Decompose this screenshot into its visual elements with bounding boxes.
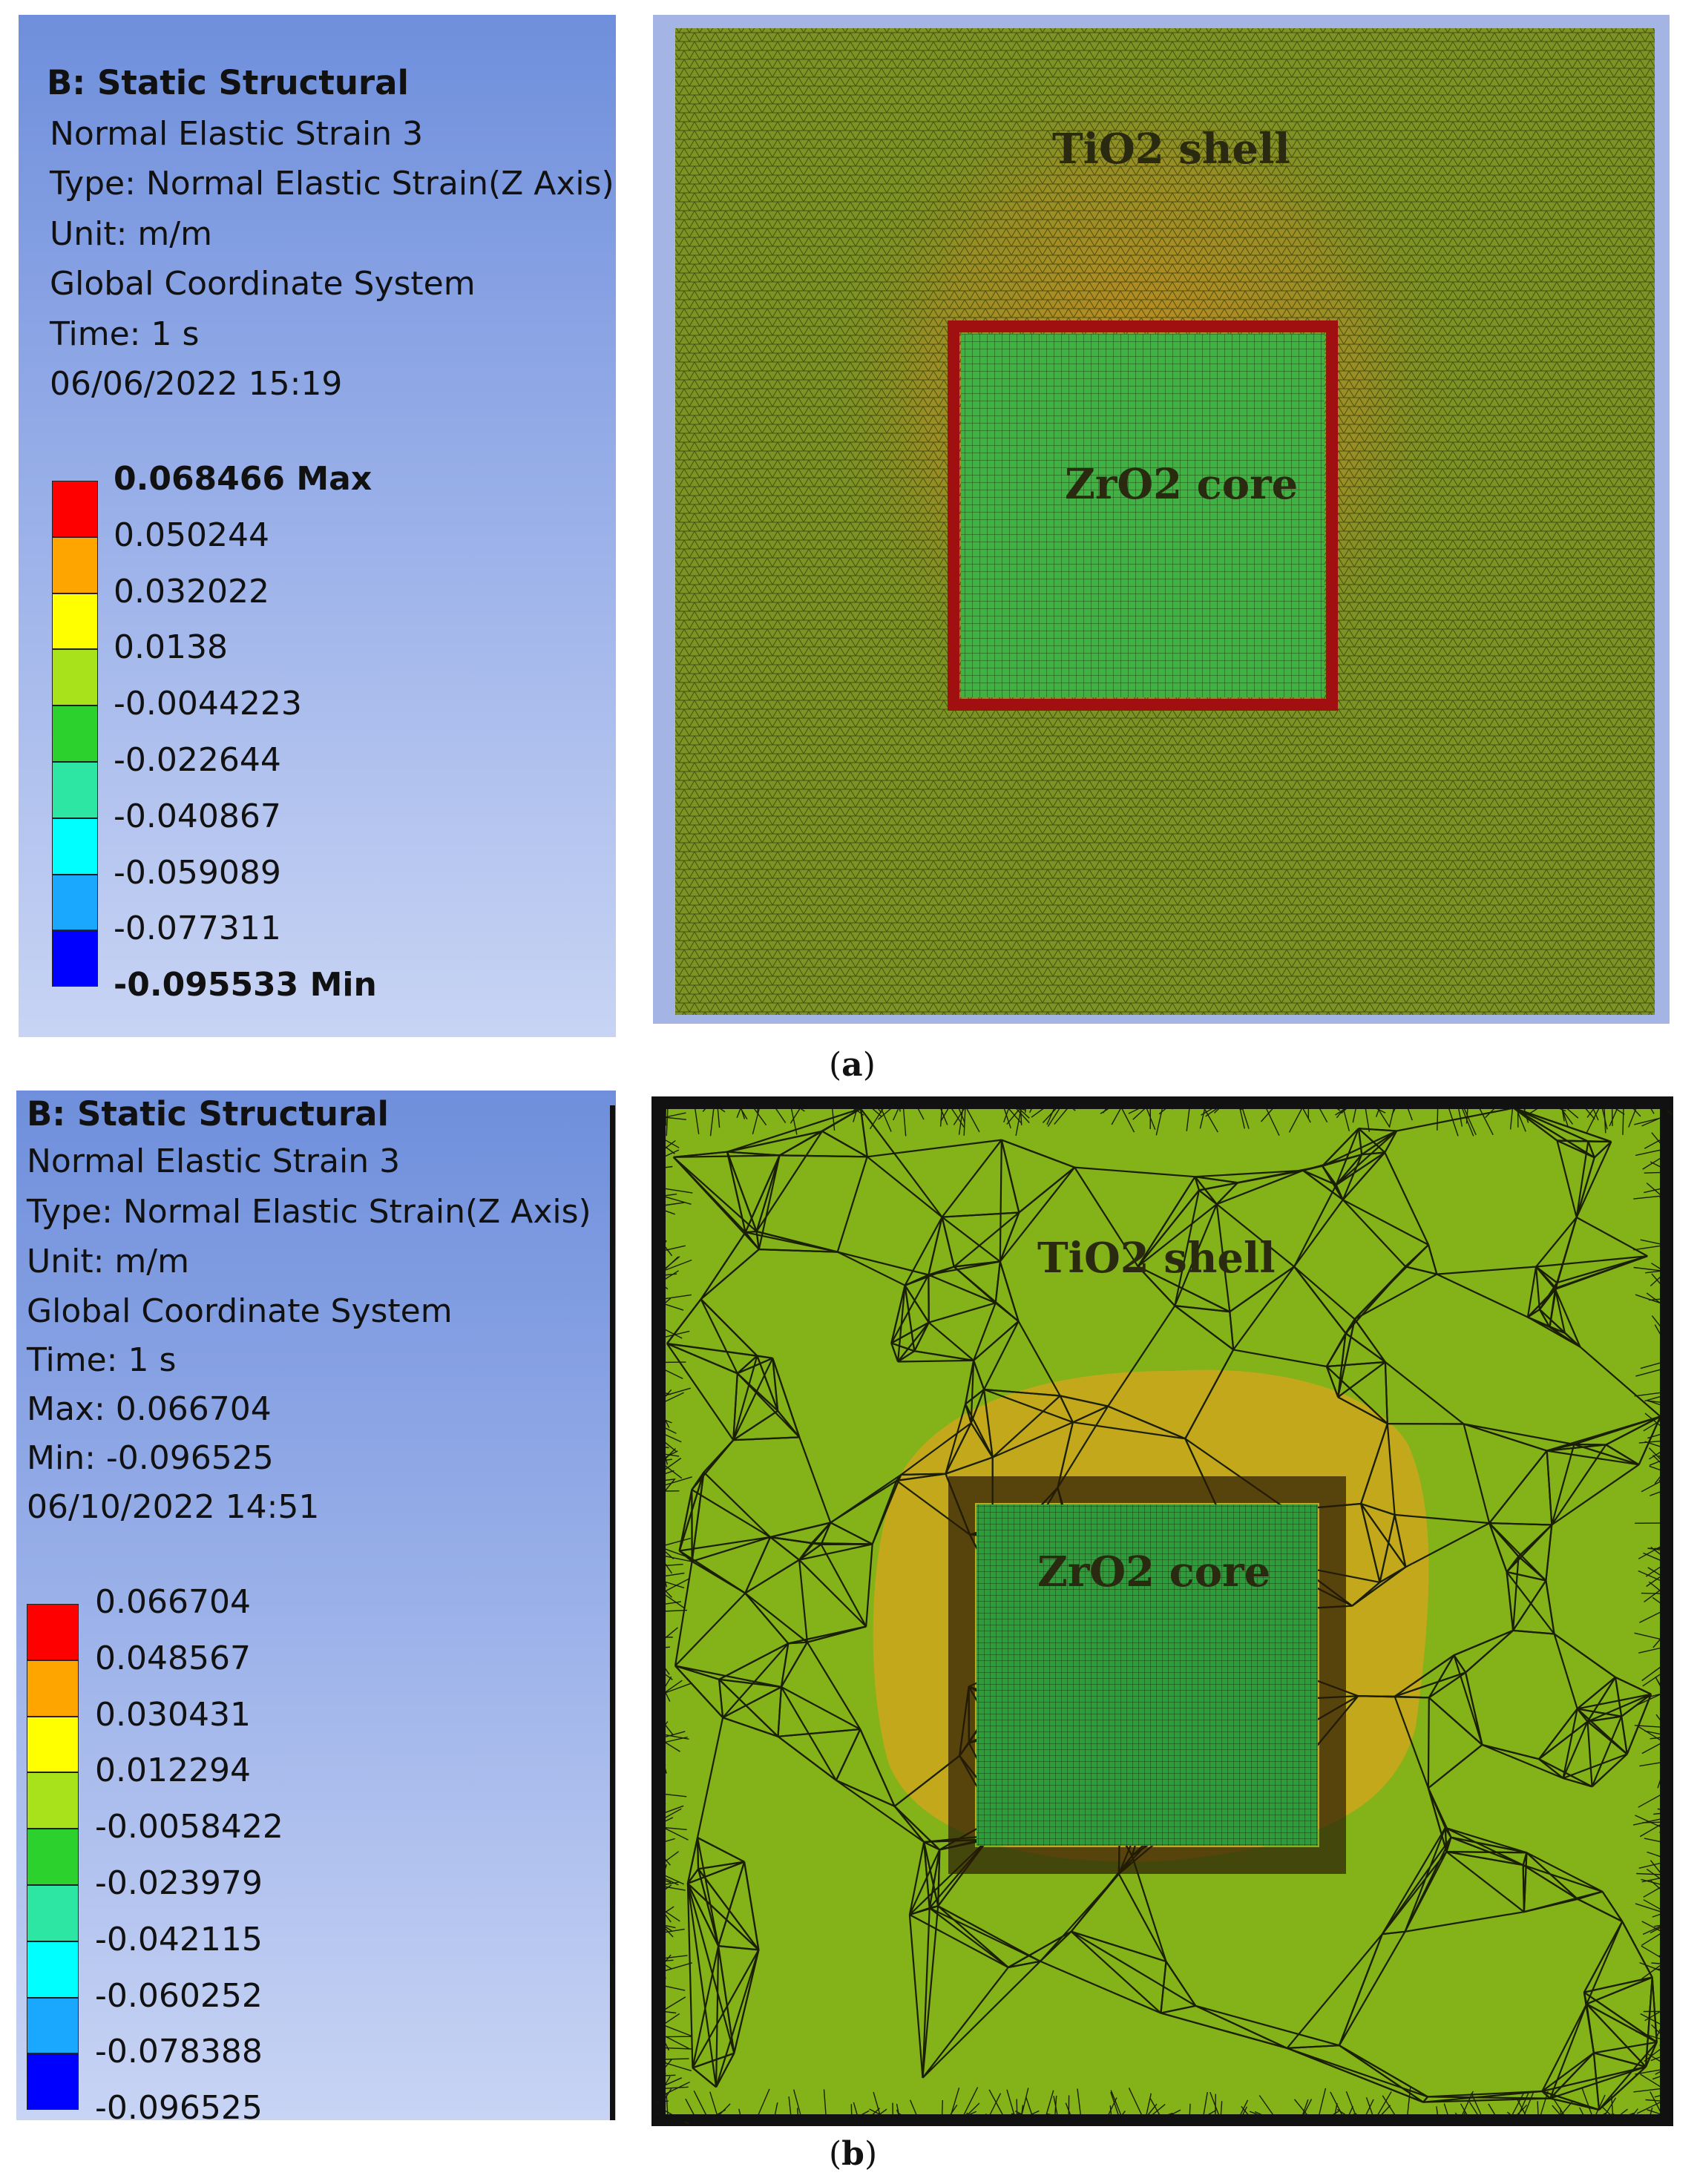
scale-swatch: [52, 874, 98, 931]
scale-tick-label: -0.095533 Min: [114, 966, 377, 1004]
scale-tick-label: 0.012294: [95, 1752, 251, 1790]
scale-tick-label: -0.042115: [95, 1920, 263, 1958]
scale-swatch: [52, 481, 98, 537]
max-value-b: Max: 0.066704: [27, 1390, 272, 1428]
scale-swatch: [52, 593, 98, 650]
date-b: 06/10/2022 14:51: [27, 1488, 320, 1526]
scale-tick-label: 0.048567: [95, 1639, 251, 1677]
coordinate-system-a: Global Coordinate System: [50, 265, 476, 303]
scale-tick-label: -0.060252: [95, 1976, 263, 2015]
scale-tick-label: -0.077311: [114, 910, 281, 948]
unit-b: Unit: m/m: [27, 1243, 189, 1280]
color-scale-b: [27, 1604, 79, 2111]
scale-swatch: [27, 1885, 79, 1941]
legend-panel-b: B: Static Structural Normal Elastic Stra…: [16, 1091, 616, 2120]
scale-tick-label: 0.032022: [114, 572, 269, 611]
panel-divider-b: [610, 1105, 615, 2120]
scale-tick-label: -0.059089: [114, 853, 281, 892]
mesh-plot-b: [657, 1102, 1673, 2125]
scale-tick-label: -0.023979: [95, 1864, 263, 1902]
mesh-view-b: TiO2 shell ZrO2 core: [651, 1096, 1673, 2126]
time-a: Time: 1 s: [50, 315, 200, 353]
scale-tick-label: 0.066704: [95, 1583, 251, 1621]
shell-label-b: TiO2 shell: [1037, 1234, 1276, 1283]
coordinate-system-b: Global Coordinate System: [27, 1292, 453, 1330]
scale-swatch: [52, 705, 98, 762]
scale-swatch: [52, 762, 98, 818]
scale-tick-label: -0.0044223: [114, 685, 302, 723]
result-type-a: Type: Normal Elastic Strain(Z Axis): [50, 165, 614, 203]
scale-tick-label: -0.022644: [114, 741, 281, 779]
scale-tick-label: -0.0058422: [95, 1808, 283, 1846]
scale-tick-label: -0.078388: [95, 2033, 263, 2071]
interface-ring-a: [948, 320, 1338, 711]
shell-mesh-b: [666, 1107, 1661, 2111]
result-name-a: Normal Elastic Strain 3: [50, 115, 424, 153]
date-a: 06/06/2022 15:19: [50, 365, 343, 403]
scale-tick-label: 0.0138: [114, 628, 228, 667]
scale-swatch: [27, 1604, 79, 1660]
scale-swatch: [52, 818, 98, 875]
scale-swatch: [52, 536, 98, 593]
result-type-b: Type: Normal Elastic Strain(Z Axis): [27, 1193, 591, 1231]
unit-a: Unit: m/m: [50, 215, 212, 253]
caption-a: (a): [829, 1046, 876, 1084]
scale-swatch: [27, 1716, 79, 1773]
color-scale-a: [52, 481, 98, 987]
scale-swatch: [27, 1941, 79, 1998]
scale-swatch: [27, 1660, 79, 1717]
core-label-b: ZrO2 core: [1037, 1547, 1271, 1596]
scale-swatch: [27, 1997, 79, 2054]
time-b: Time: 1 s: [27, 1341, 177, 1379]
scale-swatch: [52, 649, 98, 706]
min-value-b: Min: -0.096525: [27, 1439, 274, 1477]
core-label-a: ZrO2 core: [1065, 460, 1299, 509]
core-mesh-b: [976, 1504, 1318, 1846]
caption-b: (b): [829, 2135, 878, 2173]
scale-swatch: [27, 1772, 79, 1829]
scale-tick-label: -0.040867: [114, 797, 281, 835]
scale-tick-label: -0.096525: [95, 2089, 263, 2120]
scale-tick-label: 0.050244: [114, 516, 269, 554]
core-mesh-a: [961, 334, 1325, 697]
mesh-view-a: TiO2 shell ZrO2 core: [653, 15, 1670, 1024]
caption-letter-b: b: [841, 2135, 864, 2173]
result-name-b: Normal Elastic Strain 3: [27, 1142, 401, 1180]
caption-letter-a: a: [841, 1046, 863, 1084]
interface-ring-b: [948, 1476, 1346, 1874]
outer-border-b: [658, 1102, 1667, 2122]
scale-swatch: [52, 930, 98, 987]
scale-swatch: [27, 1829, 79, 1885]
legend-panel-a: B: Static Structural Normal Elastic Stra…: [19, 15, 616, 1037]
shell-label-a: TiO2 shell: [1052, 125, 1290, 174]
scale-tick-label: 0.068466 Max: [114, 460, 372, 498]
scale-tick-label: 0.030431: [95, 1695, 251, 1734]
analysis-title-b: B: Static Structural: [27, 1094, 389, 1134]
scale-swatch: [27, 2053, 79, 2111]
mesh-plot-a: [675, 28, 1655, 1015]
analysis-title-a: B: Static Structural: [47, 63, 409, 102]
